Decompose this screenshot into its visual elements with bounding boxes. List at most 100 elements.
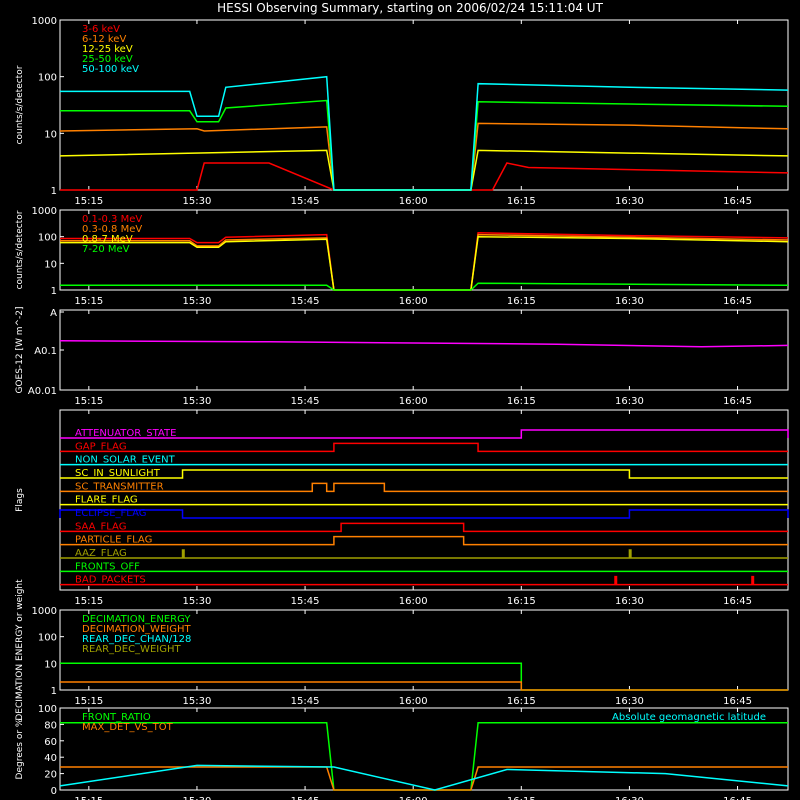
x-tick-label: 15:15 [74,396,103,407]
x-tick-label: 16:00 [399,796,428,800]
x-tick-label: 15:30 [183,296,212,307]
y-tick-label: 100 [38,633,57,644]
x-tick-label: 16:00 [399,196,428,207]
x-tick-label: 16:15 [507,796,536,800]
x-tick-label: 15:45 [291,196,320,207]
x-tick-label: 16:45 [723,296,752,307]
x-tick-label: 16:30 [615,696,644,707]
flag-label: ECLIPSE_FLAG [75,508,146,519]
flag-line-4 [60,482,788,493]
x-tick-label: 15:30 [183,596,212,607]
flag-line-11 [60,575,788,586]
x-tick-label: 15:30 [183,396,212,407]
y-tick-label: 40 [44,753,57,764]
series-line-1 [60,681,788,691]
legend-entry: 12-25 keV [82,44,133,55]
x-tick-label: 15:45 [291,396,320,407]
y-tick-label: 80 [44,720,57,731]
x-tick-label: 15:15 [74,696,103,707]
y-tick-label: A0.01 [28,386,57,397]
y-tick-label: 1000 [32,206,57,217]
x-tick-label: 16:00 [399,396,428,407]
y-tick-label: 0 [51,786,57,797]
y-tick-label: A [50,308,57,319]
flag-label: NON_SOLAR_EVENT [75,455,176,466]
y-axis-label: GOES-12 [W m^-2] [15,306,25,393]
flag-label: SC_TRANSMITTER [75,481,164,492]
x-tick-label: 15:30 [183,196,212,207]
y-tick-label: 1000 [32,606,57,617]
x-tick-label: 15:30 [183,796,212,800]
x-tick-label: 16:15 [507,596,536,607]
flag-line-3 [60,469,788,479]
flag-label: GAP_FLAG [75,441,127,452]
x-tick-label: 16:15 [507,196,536,207]
legend-entry: 3-6 keV [82,24,120,35]
series-line-3 [60,282,789,291]
legend-entry: 25-50 keV [82,54,133,65]
panel-frame [59,609,789,691]
x-tick-label: 16:15 [507,296,536,307]
flag-line-9 [60,549,788,559]
legend-entry: Absolute geomagnetic latitude [612,712,766,723]
x-tick-label: 15:45 [291,696,320,707]
figure-title: HESSI Observing Summary, starting on 200… [217,1,603,15]
flag-label: AAZ_FLAG [75,548,127,559]
y-axis-label: counts/s/detector [15,65,25,144]
x-tick-label: 16:15 [507,396,536,407]
y-axis-label: counts/s/detector [15,210,25,289]
series-line-2 [60,235,789,291]
series-line-2 [59,764,789,791]
legend-entry: REAR_DEC_WEIGHT [82,644,181,655]
series-line-0 [60,232,789,291]
x-tick-label: 16:30 [615,596,644,607]
legend-entry: DECIMATION_ENERGY [82,614,191,625]
x-tick-label: 16:30 [615,396,644,407]
flag-line-1 [60,442,788,453]
x-tick-label: 16:30 [615,296,644,307]
x-tick-label: 15:15 [74,296,103,307]
y-axis-label: Degrees or % [15,718,25,779]
panel-flags: Flags 15:15 15:30 15:45 16:00 16:15 16:30 16:45… [15,409,789,607]
panel-front-ratio: 0 20 40 60 80 100 Degrees or % 15:15 15:30 15:45 1… [15,704,789,800]
legend-entry: 0.8-7 MeV [82,234,133,245]
y-tick-label: A0.1 [34,346,57,357]
x-tick-label: 15:15 [74,596,103,607]
flag-label: ATTENUATOR_STATE [75,428,176,439]
legend-entry: MAX_DET_VS_TOT [82,722,174,733]
flag-label: SAA_FLAG [75,521,126,532]
series-line-4 [60,75,789,191]
x-tick-label: 16:00 [399,596,428,607]
legend-entry: 7-20 MeV [82,244,130,255]
legend-entry: REAR_DEC_CHAN/128 [82,634,191,645]
x-tick-label: 16:45 [723,596,752,607]
flag-line-8 [60,535,788,546]
legend-entry: 0.1-0.3 MeV [82,214,142,225]
series-line-1 [60,233,789,291]
x-tick-label: 16:45 [723,396,752,407]
panel-frame [59,409,789,591]
flag-label: SC_IN_SUNLIGHT [75,468,161,479]
y-tick-label: 20 [44,770,57,781]
x-tick-label: 15:15 [74,196,103,207]
x-tick-label: 16:45 [723,796,752,800]
panel-high-energy: 1 10 100 1000 counts/s/detector 15:15 15:30 15:… [15,206,789,307]
x-tick-label: 16:45 [723,196,752,207]
y-axis-label: DECIMATION ENERGY or weight [15,579,25,721]
flag-line-0 [60,429,789,439]
legend-entry: FRONT_RATIO [82,712,151,723]
panel-low-energy: 1 10 100 1000 counts/s/detector 15:15 15:30 15:… [15,16,789,207]
y-tick-label: 1 [51,686,57,697]
x-tick-label: 15:45 [291,596,320,607]
y-tick-label: 1000 [32,16,57,27]
x-tick-label: 15:45 [291,796,320,800]
series-line-3 [60,99,789,191]
flag-line-6 [59,509,789,519]
series-line-0 [59,340,789,348]
y-tick-label: 100 [38,73,57,84]
x-tick-label: 15:15 [74,796,103,800]
y-tick-label: 10 [44,659,57,670]
flag-label: FLARE_FLAG [75,495,138,506]
